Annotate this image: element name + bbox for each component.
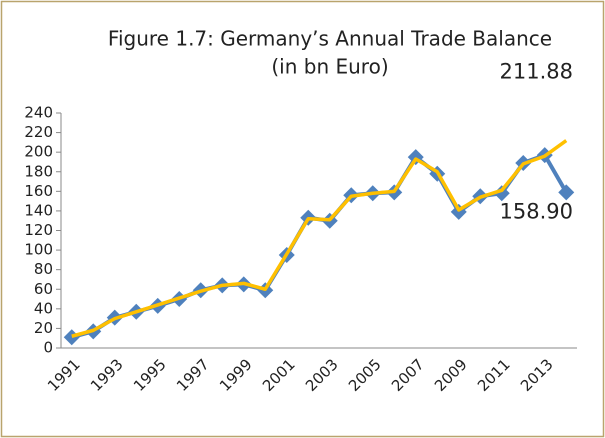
- point: [558, 184, 575, 201]
- chart-title: Figure 1.7: Germany’s Annual Trade Balan…: [108, 27, 552, 51]
- series-line: [71, 139, 568, 338]
- y-tick-label: 40: [34, 299, 53, 317]
- y-tick-label: 200: [24, 143, 53, 161]
- data-label: 211.88: [500, 60, 573, 84]
- point: [63, 329, 80, 346]
- y-tick-label: 140: [24, 201, 53, 219]
- y-tick-label: 180: [24, 162, 53, 180]
- y-tick-label: 100: [24, 241, 53, 259]
- y-tick-label: 80: [34, 260, 53, 278]
- data-label: 158.90: [500, 199, 573, 223]
- point: [493, 185, 510, 202]
- y-tick-label: 20: [34, 319, 53, 337]
- y-tick-label: 60: [34, 280, 53, 298]
- y-tick-label: 120: [24, 221, 53, 239]
- chart-subtitle: (in bn Euro): [271, 55, 388, 79]
- y-tick-label: 240: [24, 104, 53, 122]
- y-tick-label: 0: [43, 339, 53, 357]
- y-tick-label: 160: [24, 182, 53, 200]
- y-tick-label: 220: [24, 123, 53, 141]
